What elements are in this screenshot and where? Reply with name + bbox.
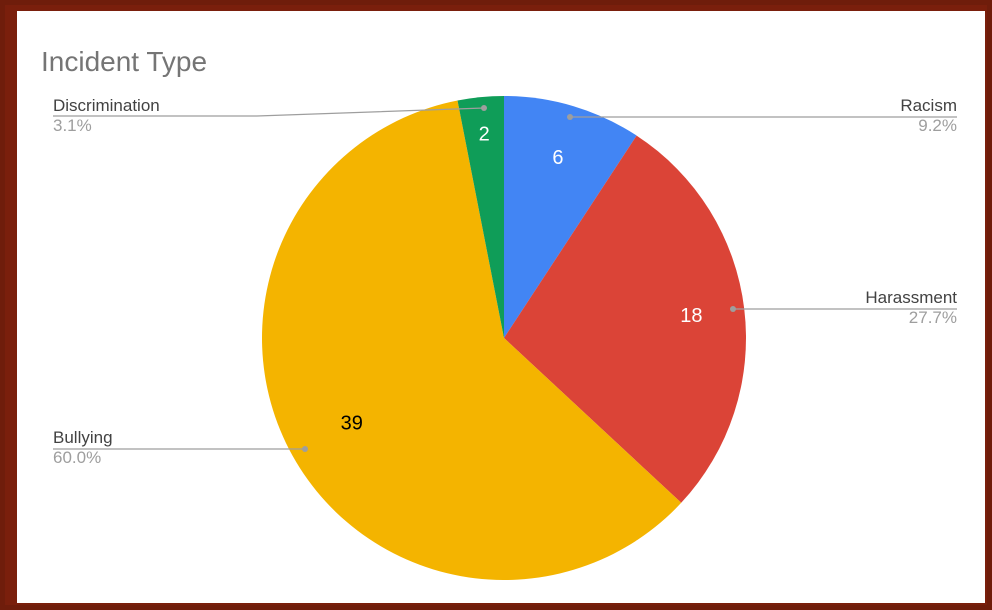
- leader-dot-bullying: [302, 446, 308, 452]
- chart-title: Incident Type: [41, 46, 207, 77]
- slice-percent-harassment: 27.7%: [909, 308, 957, 327]
- slice-label-discrimination: Discrimination: [53, 96, 160, 115]
- chart-panel: Incident Type 6 Racism 9.2% 18 Harassment 27.…: [17, 11, 985, 603]
- leader-dot-racism: [567, 114, 573, 120]
- slice-percent-racism: 9.2%: [918, 116, 957, 135]
- slice-value-discrimination: 2: [479, 123, 490, 145]
- pie-slice-bullying[interactable]: [262, 100, 682, 580]
- slice-value-harassment: 18: [680, 305, 702, 327]
- slice-percent-discrimination: 3.1%: [53, 116, 92, 135]
- leader-line-discrimination: [53, 107, 485, 117]
- leader-dot-discrimination: [481, 105, 487, 111]
- slice-percent-bullying: 60.0%: [53, 448, 101, 467]
- leader-dot-harassment: [730, 306, 736, 312]
- pie-slice-racism[interactable]: [504, 96, 637, 338]
- slice-value-bullying: 39: [341, 413, 363, 435]
- slice-label-racism: Racism: [900, 96, 957, 115]
- slice-label-bullying: Bullying: [53, 428, 113, 447]
- pie-slice-harassment[interactable]: [504, 135, 746, 503]
- slice-value-racism: 6: [552, 147, 563, 169]
- pie-slices: [262, 96, 746, 580]
- leader-lines: [53, 105, 957, 452]
- slice-label-harassment: Harassment: [865, 288, 957, 307]
- pie-slice-discrimination[interactable]: [457, 96, 504, 338]
- chart-frame: Incident Type 6 Racism 9.2% 18 Harassment 27.…: [5, 5, 987, 605]
